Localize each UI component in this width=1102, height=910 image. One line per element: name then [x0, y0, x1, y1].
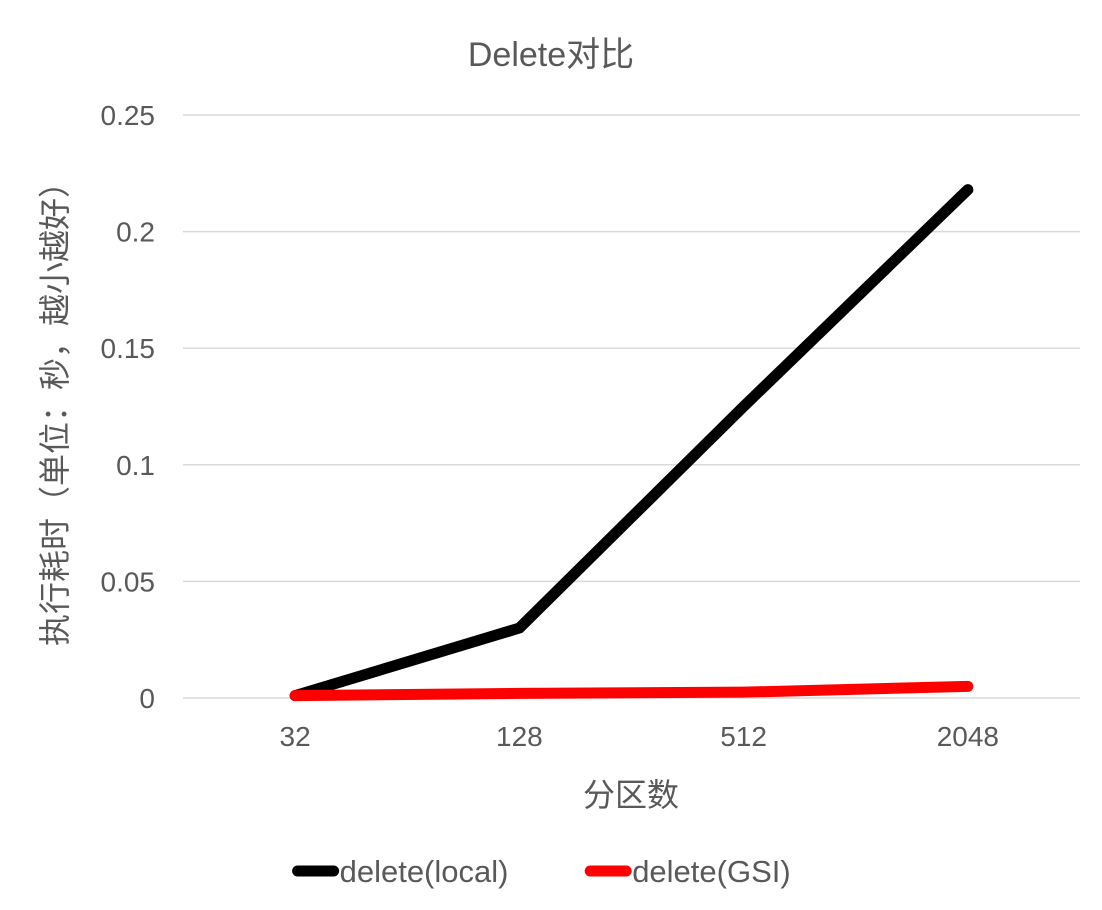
y-axis-label: 执行耗时（单位：秒，越小越好）: [37, 166, 73, 646]
y-tick-label: 0: [139, 683, 155, 714]
x-tick-labels: 32 128 512 2048: [280, 721, 999, 752]
y-tick-label: 0.15: [101, 333, 156, 364]
y-tick-label: 0.2: [116, 217, 155, 248]
legend: delete(local) delete(GSI): [292, 854, 791, 889]
y-tick-label: 0.1: [116, 450, 155, 481]
x-tick-label: 2048: [937, 721, 999, 752]
series-line-1: [289, 680, 974, 702]
y-tick-labels: 0 0.05 0.1 0.15 0.2 0.25: [101, 100, 156, 714]
legend-label-0: delete(local): [340, 854, 509, 889]
x-tick-label: 32: [280, 721, 311, 752]
y-tick-label: 0.25: [101, 100, 156, 131]
y-tick-label: 0.05: [101, 566, 156, 597]
x-tick-label: 128: [496, 721, 543, 752]
gridlines: [183, 114, 1080, 699]
chart-title: Delete对比: [468, 36, 634, 74]
x-tick-label: 512: [720, 721, 767, 752]
series-lines: [289, 184, 974, 702]
x-axis-label: 分区数: [583, 777, 679, 813]
series-line-0: [289, 184, 974, 702]
legend-label-1: delete(GSI): [632, 854, 791, 889]
